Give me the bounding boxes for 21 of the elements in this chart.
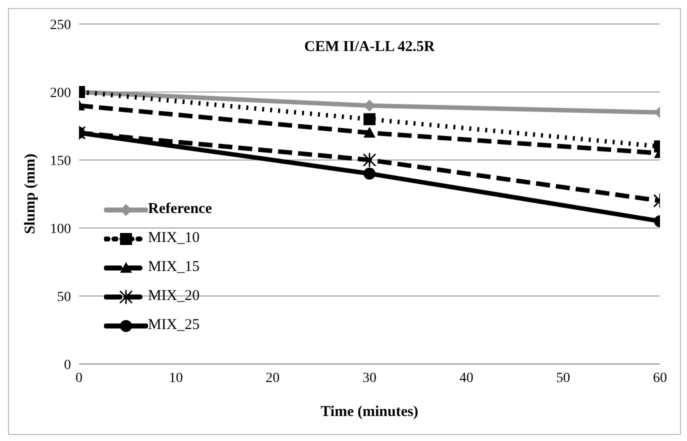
x-tick-label: 10	[168, 370, 183, 386]
legend-label: MIX_20	[148, 288, 200, 305]
x-tick-label: 0	[76, 370, 82, 386]
x-axis-title: Time (minutes)	[320, 404, 418, 420]
y-tick-label: 0	[64, 358, 71, 373]
y-tick-label: 100	[50, 222, 71, 237]
y-tick-label: 150	[50, 154, 71, 169]
x-tick-label: 60	[653, 370, 667, 386]
legend-label: MIX_25	[148, 317, 200, 334]
y-tick-label: 250	[50, 18, 71, 33]
legend-label: MIX_10	[148, 230, 200, 247]
x-tick-label: 40	[459, 370, 474, 386]
x-tick-label: 30	[362, 370, 376, 386]
legend-label: Reference	[148, 201, 212, 218]
legend-label: MIX_15	[148, 259, 200, 276]
y-axis-title: Slump (mm)	[22, 154, 38, 234]
y-tick-label: 200	[50, 86, 71, 101]
x-tick-label: 50	[556, 370, 570, 386]
x-tick-label: 20	[266, 370, 280, 386]
text: CEM II/A-LL 42.5R	[303, 39, 436, 56]
y-tick-label: 50	[57, 290, 71, 305]
